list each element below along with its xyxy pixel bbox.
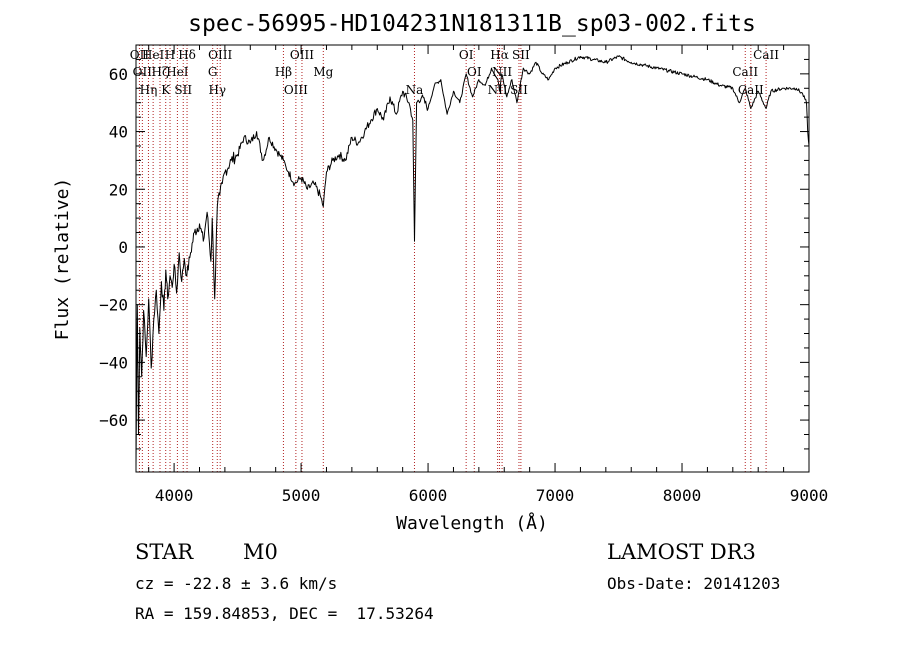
y-tick-label: 0	[118, 238, 128, 257]
axis-ticks: 4000 5000 6000 7000 8000 9000 −60 −40 −20 0 20 40 60	[99, 44, 829, 505]
spectral-line-label: OI	[467, 65, 482, 79]
spectral-line-label: Hβ	[275, 65, 292, 79]
spectral-line-label: Mg	[313, 65, 333, 79]
y-tick-label: −20	[99, 296, 128, 315]
spectral-line-label: HeI	[142, 48, 165, 62]
coordinates: RA = 159.84853, DEC = 17.53264	[135, 604, 434, 623]
x-axis-label: Wavelength (Å)	[396, 512, 548, 534]
spectral-line-label: OII	[130, 48, 150, 62]
spectral-line-label: OIII	[208, 48, 232, 62]
plot-frame	[135, 44, 810, 473]
spectral-line-label: K	[161, 83, 171, 97]
x-tick-label: 4000	[155, 486, 194, 505]
object-subclass: M0	[243, 540, 278, 564]
chart-title: spec-56995-HD104231N181311B_sp03-002.fit…	[188, 11, 756, 37]
spectral-line-label: OIII	[290, 48, 314, 62]
spectral-line-label: Hζ	[152, 65, 169, 79]
y-tick-label: 20	[109, 180, 128, 199]
spectral-line-label: OII	[133, 65, 153, 79]
spectral-line-label: Hγ	[208, 83, 226, 97]
spectrum-line	[135, 55, 810, 467]
spectral-line-label: SII	[174, 83, 192, 97]
redshift-line: cz = -22.8 ± 3.6 km/s	[135, 574, 338, 593]
spectral-line-label: NII	[492, 65, 512, 79]
spectral-line-label: HeI	[166, 65, 189, 79]
y-axis-label: Flux (relative)	[52, 178, 73, 341]
spectral-line-label: Hη	[140, 83, 158, 97]
plot-area: OIIOIIHηHeIHζKHHeISIIHδGHγOIIIHβOIIIOIII…	[130, 45, 810, 472]
y-tick-label: 60	[109, 65, 128, 84]
survey-name: LAMOST DR3	[607, 540, 756, 564]
x-tick-label: 5000	[282, 486, 321, 505]
spectral-line-label: Hα	[490, 48, 509, 62]
spectral-line-label: OI	[459, 48, 474, 62]
spectral-line-label: H	[165, 48, 175, 62]
y-tick-label: 40	[109, 123, 128, 142]
x-tick-label: 6000	[409, 486, 448, 505]
spectral-line-label: NII	[488, 83, 508, 97]
y-tick-label: −40	[99, 353, 128, 372]
x-tick-label: 7000	[536, 486, 575, 505]
obs-date: Obs-Date: 20141203	[607, 574, 781, 593]
x-tick-label: 9000	[790, 486, 829, 505]
spectral-line-label: CaII	[732, 65, 758, 79]
object-class: STAR	[135, 540, 194, 564]
spectral-line-label: G	[208, 65, 218, 79]
spectral-line-label: SII	[512, 48, 530, 62]
spectral-line-label: Na	[406, 83, 424, 97]
y-tick-label: −60	[99, 411, 128, 430]
spectral-line-label: CaII	[738, 83, 764, 97]
spectral-line-label: Hδ	[178, 48, 196, 62]
spectral-line-label: CaII	[753, 48, 779, 62]
x-tick-label: 8000	[663, 486, 702, 505]
spectral-line-label: OIII	[284, 83, 308, 97]
